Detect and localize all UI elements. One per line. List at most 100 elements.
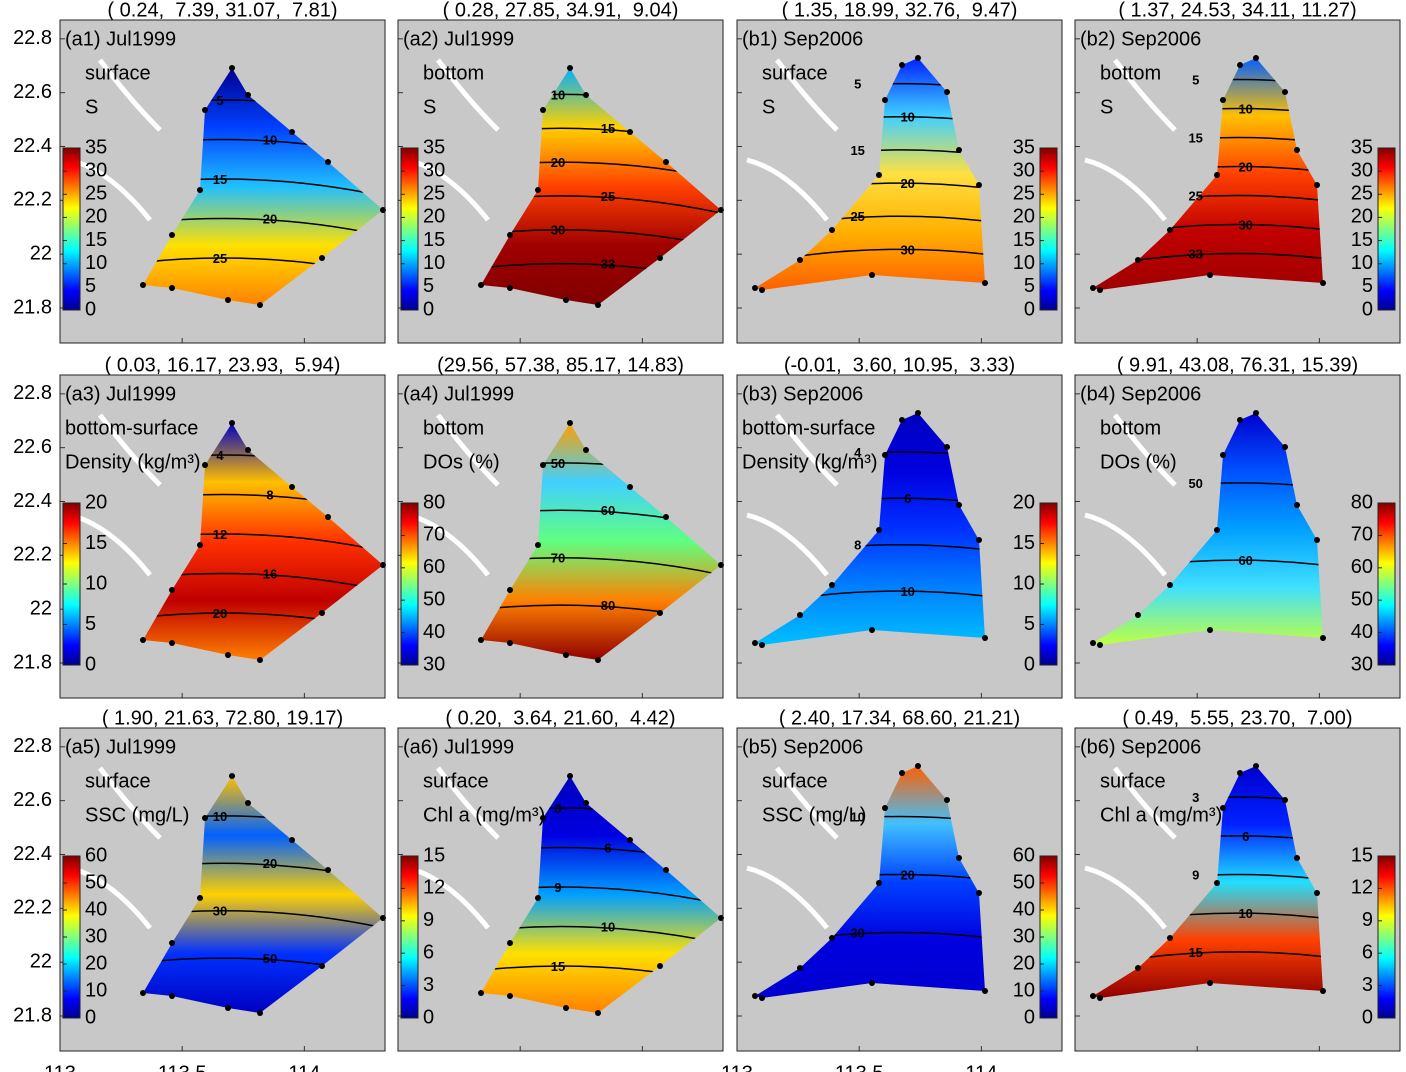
contour-label: 6 (1242, 829, 1249, 844)
station (289, 837, 295, 843)
station (976, 182, 982, 188)
panel-title: ( 1.37, 24.53, 34.11, 11.27) (1118, 0, 1356, 21)
contour-label: 6 (904, 491, 911, 506)
contour-label: 20 (263, 211, 277, 226)
contour-label: 10 (1238, 906, 1252, 921)
panel-frame (397, 727, 724, 1052)
colorbar-tick-label: 30 (1013, 925, 1035, 947)
station (325, 159, 331, 165)
contour-line (143, 178, 383, 198)
layer-label: bottom (423, 62, 484, 84)
contour-label: 9 (554, 880, 561, 895)
station (876, 527, 882, 533)
station (1282, 444, 1288, 450)
station (1314, 537, 1320, 543)
station (245, 800, 251, 806)
station (197, 187, 203, 193)
station (257, 1010, 263, 1016)
station (507, 993, 513, 999)
y-tick-label: 22 (30, 597, 52, 619)
colorbar-tick-label: 25 (85, 183, 107, 205)
colorbar-tick-label: 0 (423, 298, 434, 320)
panel-frame (1074, 374, 1401, 699)
y-tick-label: 22.2 (13, 897, 52, 919)
station (478, 637, 484, 643)
variable-label: S (1100, 96, 1113, 118)
station (1167, 582, 1173, 588)
field (755, 413, 985, 645)
colorbar-tick-label: 15 (1013, 532, 1035, 554)
contour-label: 30 (900, 242, 914, 257)
colorbar-tick-label: 40 (1013, 898, 1035, 920)
x-tick-label: 113.5 (835, 1062, 884, 1072)
variable-label: Chl a (mg/m³) (1100, 804, 1222, 826)
colorbar-tick-label: 40 (423, 621, 445, 643)
colorbar-tick-label: 35 (1013, 136, 1035, 158)
panel: ( 1.35, 18.99, 32.76, 9.47)51015202530(b… (736, 0, 1063, 344)
station (627, 484, 633, 490)
colorbar-tick-label: 5 (1024, 275, 1035, 297)
station (535, 187, 541, 193)
station (1282, 89, 1288, 95)
panel: (-0.01, 3.60, 10.95, 3.33) 4 6 8 10 (b3) Sep2… (736, 354, 1063, 699)
field (481, 776, 721, 1013)
station (899, 417, 905, 423)
station (829, 935, 835, 941)
colorbar-tick-label: 35 (423, 136, 445, 158)
panel-label: (a1) Jul1999 (65, 28, 176, 50)
station (876, 880, 882, 886)
station (507, 640, 513, 646)
contour-line (143, 217, 383, 237)
colorbar-tick-label: 25 (423, 183, 445, 205)
contour-label: 25 (1188, 188, 1202, 203)
water (1084, 58, 1177, 222)
layer-label: bottom-surface (65, 417, 198, 439)
station (915, 763, 921, 769)
colorbar-tick-label: 50 (1351, 588, 1373, 610)
station (229, 773, 235, 779)
panel-frame (397, 19, 724, 344)
station (567, 773, 573, 779)
panel: ( 0.28, 27.85, 34.91, 9.04)101520253033(… (397, 0, 724, 344)
contour-label: 5 (854, 77, 861, 92)
colorbar-tick-label: 15 (85, 229, 107, 251)
colorbar-tick-label: 20 (85, 491, 107, 513)
layer-label: bottom (423, 417, 484, 439)
colorbar-tick-label: 20 (85, 952, 107, 974)
colorbar-tick-label: 3 (1362, 974, 1373, 996)
station (1090, 993, 1096, 999)
y-tick-label: 21.8 (13, 651, 52, 673)
station (595, 657, 601, 663)
station (657, 255, 663, 261)
station (507, 285, 513, 291)
station (563, 652, 569, 658)
station (319, 610, 325, 616)
variable-label: DOs (%) (423, 451, 500, 473)
colorbar-tick-label: 60 (1013, 844, 1035, 866)
y-tick-label: 22.4 (13, 135, 52, 157)
colorbar-tick-label: 30 (423, 159, 445, 181)
panel: ( 0.20, 3.64, 21.60, 4.42) 3 6 9 10 15 (a6) Ju… (397, 707, 724, 1052)
colorbar-tick-label: 15 (1351, 844, 1373, 866)
colorbar-tick-label: 30 (85, 159, 107, 181)
contour-label: 10 (1238, 101, 1252, 116)
station (1097, 287, 1103, 293)
station (1207, 627, 1213, 633)
colorbar-tick-label: 0 (1024, 298, 1035, 320)
station (1135, 965, 1141, 971)
station (1167, 935, 1173, 941)
station (319, 255, 325, 261)
colorbar-tick-label: 70 (423, 524, 445, 546)
y-tick-label: 22.6 (13, 436, 52, 458)
contour-label: 30 (213, 904, 227, 919)
station (982, 988, 988, 994)
station (1097, 995, 1103, 1001)
station (1214, 172, 1220, 178)
contour-label: 10 (601, 919, 615, 934)
panel: ( 0.03, 16.17, 23.93, 5.94) 4 8 12 16 20 21.8 2… (13, 354, 386, 699)
station (976, 890, 982, 896)
layer-label: surface (85, 62, 151, 84)
colorbar-tick-label: 30 (1351, 653, 1373, 675)
station (627, 837, 633, 843)
